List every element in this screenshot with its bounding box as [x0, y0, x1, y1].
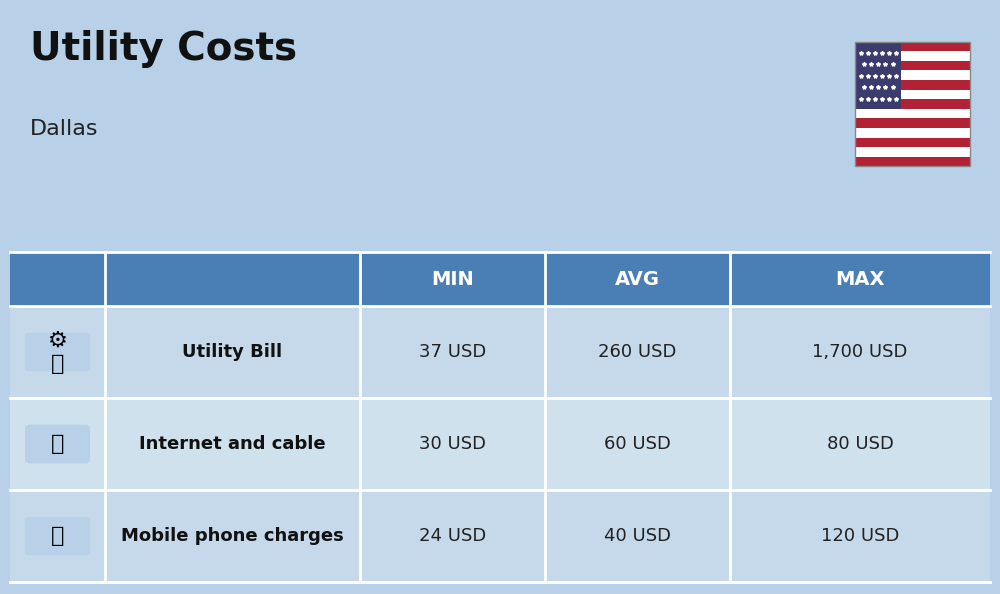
FancyBboxPatch shape [855, 90, 970, 99]
FancyBboxPatch shape [25, 517, 90, 555]
FancyBboxPatch shape [855, 118, 970, 128]
FancyBboxPatch shape [855, 157, 970, 166]
FancyBboxPatch shape [25, 425, 90, 463]
Text: 37 USD: 37 USD [419, 343, 486, 361]
FancyBboxPatch shape [855, 42, 970, 51]
Text: MAX: MAX [835, 270, 885, 289]
Text: 80 USD: 80 USD [827, 435, 893, 453]
FancyBboxPatch shape [855, 138, 970, 147]
FancyBboxPatch shape [10, 398, 990, 490]
FancyBboxPatch shape [855, 109, 970, 118]
Text: 120 USD: 120 USD [821, 527, 899, 545]
FancyBboxPatch shape [855, 128, 970, 138]
Text: 24 USD: 24 USD [419, 527, 486, 545]
FancyBboxPatch shape [855, 99, 970, 109]
FancyBboxPatch shape [10, 490, 990, 582]
FancyBboxPatch shape [10, 252, 990, 306]
Text: 📶: 📶 [51, 434, 64, 454]
FancyBboxPatch shape [855, 147, 970, 157]
FancyBboxPatch shape [855, 70, 970, 80]
FancyBboxPatch shape [25, 333, 90, 371]
Text: Mobile phone charges: Mobile phone charges [121, 527, 344, 545]
Text: ⚙
🔌: ⚙ 🔌 [47, 330, 68, 374]
FancyBboxPatch shape [855, 80, 970, 90]
FancyBboxPatch shape [10, 306, 990, 398]
FancyBboxPatch shape [855, 51, 970, 61]
Text: Utility Bill: Utility Bill [182, 343, 283, 361]
Text: 40 USD: 40 USD [604, 527, 671, 545]
Text: AVG: AVG [615, 270, 660, 289]
Text: Dallas: Dallas [30, 119, 98, 139]
Text: MIN: MIN [431, 270, 474, 289]
Text: 1,700 USD: 1,700 USD [812, 343, 908, 361]
Text: 260 USD: 260 USD [598, 343, 677, 361]
Text: 30 USD: 30 USD [419, 435, 486, 453]
Text: Utility Costs: Utility Costs [30, 30, 297, 68]
Text: 60 USD: 60 USD [604, 435, 671, 453]
Text: 📱: 📱 [51, 526, 64, 546]
FancyBboxPatch shape [855, 61, 970, 70]
FancyBboxPatch shape [855, 42, 901, 109]
Text: Internet and cable: Internet and cable [139, 435, 326, 453]
